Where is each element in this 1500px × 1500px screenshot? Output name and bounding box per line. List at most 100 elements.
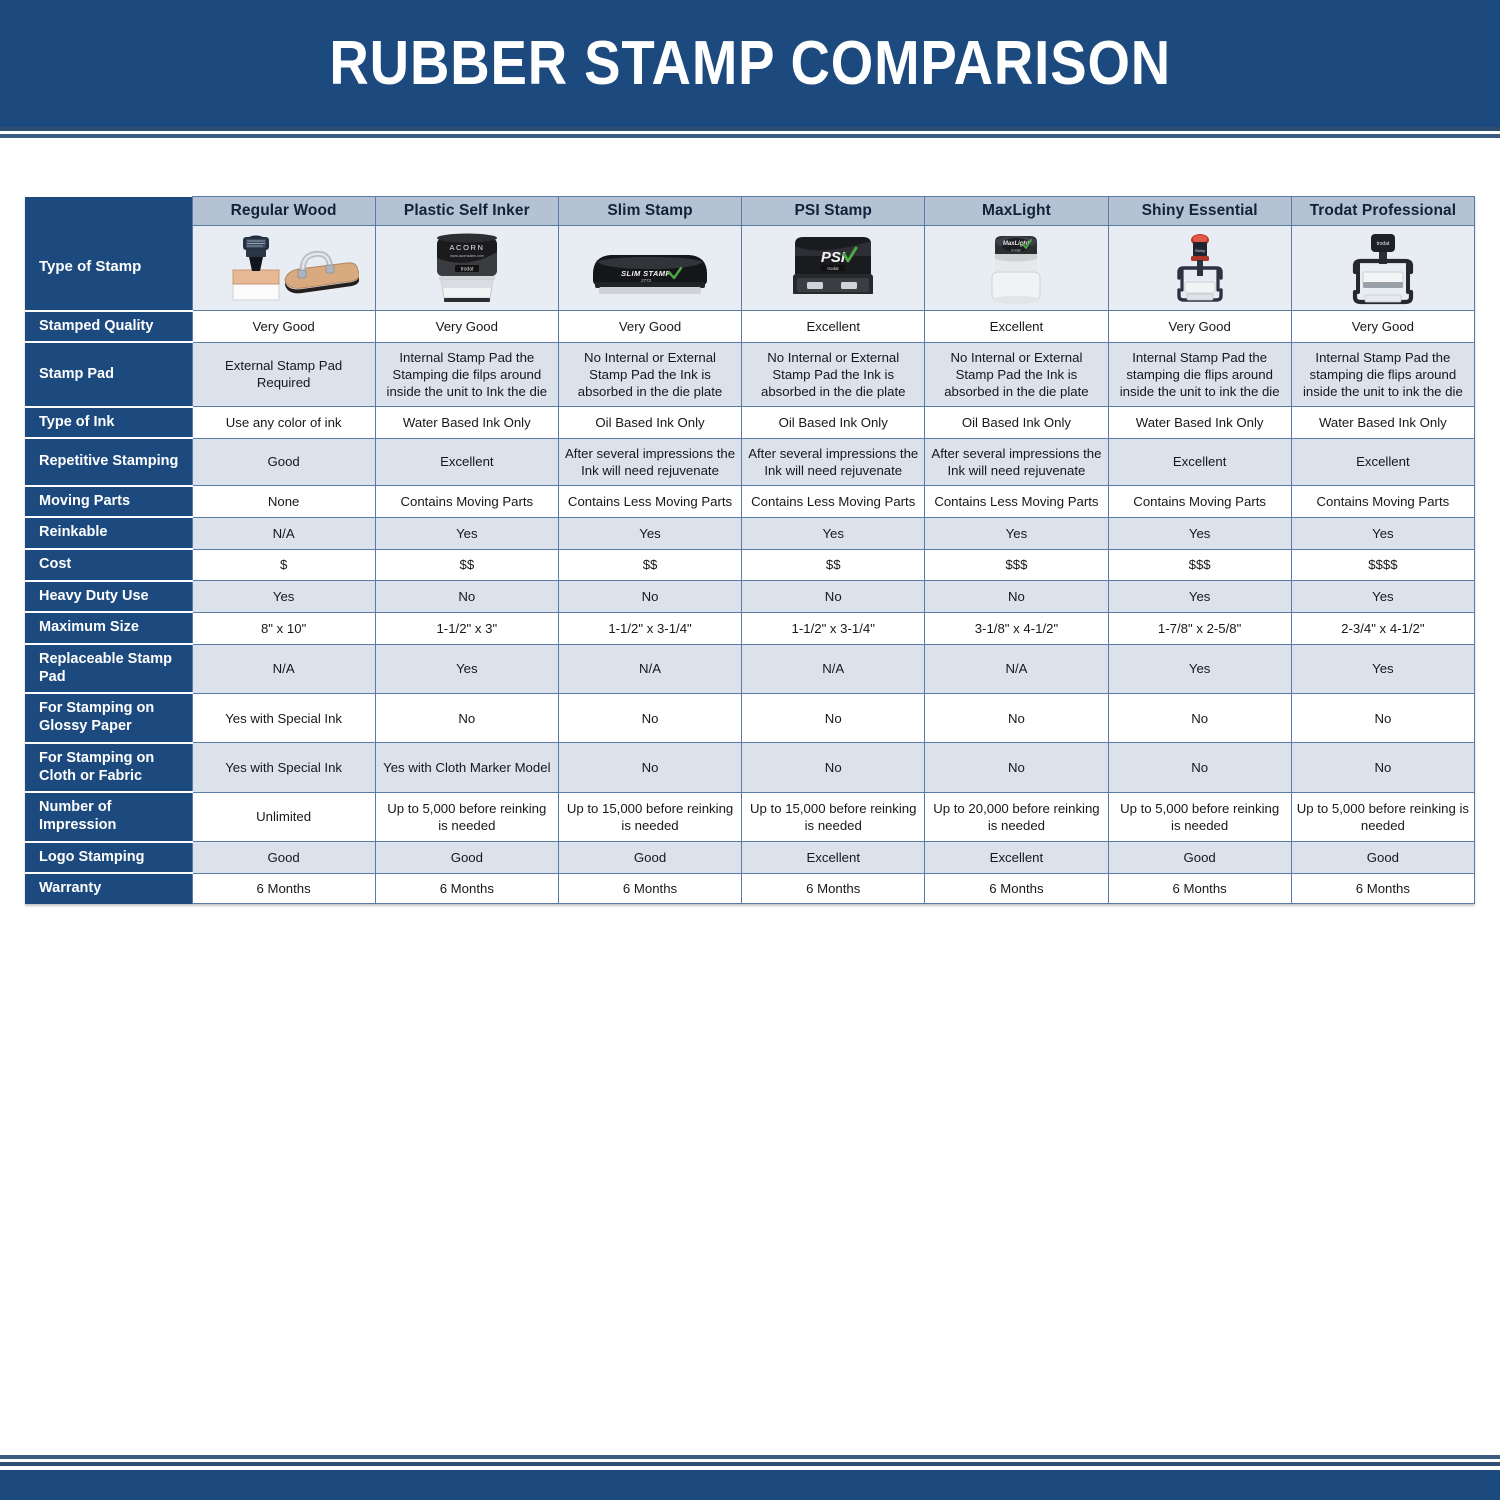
table-cell: N/A [191,516,376,550]
row-label-heavy-duty-use: Heavy Duty Use [25,579,193,613]
table-cell: After several impressions the Ink will n… [557,437,743,487]
row-label-stamp-pad: Stamp Pad [25,341,193,407]
stamp-image-cell: trodat [1290,225,1476,311]
table-cell: $ [191,548,376,582]
table-cell: Yes [1290,516,1476,550]
table-cell: No Internal or External Stamp Pad the In… [557,341,743,408]
table-cell: Yes [557,516,743,550]
table-cell: Up to 20,000 before reinking is needed [924,791,1109,843]
table-cell: Good [191,841,376,874]
row-label-number-of-impression: Number of Impression [25,791,193,842]
column-header-maxlight: MaxLight [924,196,1109,226]
table-cell: 1-1/2" x 3-1/4" [557,611,743,645]
table-cell: 8" x 10" [191,611,376,645]
column-header-row: Regular Wood Plastic Self Inker Slim Sta… [25,196,1476,226]
trodat-professional-stamp-image: trodat [1294,230,1472,306]
table-cell: Oil Based Ink Only [557,406,743,439]
stamp-image-cell: SLIM STAMP 2773 [557,225,743,311]
table-cell: No [924,580,1109,613]
maxlight-stamp-image: MaxLight trodat [927,230,1105,306]
column-header-slim-stamp: Slim Stamp [557,196,743,226]
table-cell: 6 Months [191,872,376,905]
table-cell: Oil Based Ink Only [741,406,926,439]
table-cell: Yes [924,516,1109,550]
row-label-type-of-ink: Type of Ink [25,405,193,439]
table-cell: Excellent [1107,437,1292,487]
table-cell: Good [374,841,559,874]
table-cell: Yes [1107,643,1292,694]
table-row: Stamp Pad External Stamp Pad Required Inte… [25,341,1476,408]
psi-stamp-image: PSI trodat [744,230,922,306]
table-cell: Very Good [1290,310,1476,343]
table-row: Warranty 6 Months 6 Months 6 Months 6 Months… [25,872,1476,905]
table-row: Number of Impression Unlimited Up to 5,000… [25,791,1476,843]
table-cell: Up to 15,000 before reinking is needed [557,791,743,843]
banner-divider-mid [0,131,1500,134]
table-row: Type of Stamp [25,225,1476,311]
table-cell: None [191,485,376,518]
row-label-repetitive-stamping: Repetitive Stamping [25,437,193,486]
row-label-for-stamping-on-cloth-or-fabric: For Stamping on Cloth or Fabric [25,741,193,793]
table-cell: No [1107,692,1292,744]
table-row: Logo Stamping Good Good Good Excellent Excell… [25,840,1476,874]
table-cell: No [741,692,926,744]
svg-text:MaxLight: MaxLight [1003,241,1030,247]
table-cell: Yes with Cloth Marker Model [374,742,559,793]
column-header-plastic-self-inker: Plastic Self Inker [374,196,559,226]
table-cell: Up to 15,000 before reinking is needed [741,791,926,843]
table-row: Stamped Quality Very Good Very Good Very Go… [25,309,1476,343]
table-row: Reinkable N/A Yes Yes Yes Yes Yes Yes [25,516,1476,550]
table-cell: Yes [1290,643,1476,694]
table-cell: Excellent [924,841,1109,874]
table-cell: 6 Months [741,872,926,905]
table-cell: Unlimited [191,791,376,843]
row-label-warranty: Warranty [25,872,193,904]
table-cell: 6 Months [557,872,743,905]
footer-divider-top [0,1455,1500,1459]
maxlight-stamp-image: MaxLight trodat [991,236,1041,304]
table-cell: N/A [557,643,743,694]
table-cell: Contains Moving Parts [374,485,559,518]
table-cell: Good [1290,841,1476,874]
table-row: Replaceable Stamp Pad N/A Yes N/A N/A N/A Yes Y… [25,643,1476,694]
regular-wood-stamp-image [232,235,359,301]
stamp-image-cell [191,225,376,311]
psi-stamp-image: PSI trodat [791,237,876,300]
table-cell: Up to 5,000 before reinking is needed [1107,791,1292,843]
table-header: Regular Wood Plastic Self Inker Slim Sta… [25,196,1476,226]
row-label-for-stamping-on-glossy-paper: For Stamping on Glossy Paper [25,692,193,743]
table-cell: No [1107,742,1292,793]
table-cell: No [557,742,743,793]
table-cell: $$ [741,548,926,582]
plastic-self-inker-stamp-image: ACORN www.acornsales.com trodat [378,230,556,306]
svg-text:PSI: PSI [821,249,846,266]
svg-text:www.acornsales.com: www.acornsales.com [450,254,484,258]
column-header-shiny-essential: Shiny Essential [1107,196,1292,226]
table-cell: No [741,580,926,613]
table-cell: 6 Months [1107,872,1292,905]
table-cell: Internal Stamp Pad the Stamping die filp… [374,341,559,408]
table-cell: Yes [1290,580,1476,613]
table-cell: Yes [1107,516,1292,550]
footer-divider-bottom [0,1462,1500,1466]
table-cell: After several impressions the Ink will n… [924,437,1109,487]
table-cell: N/A [191,643,376,694]
table-cell: No [557,580,743,613]
table-cell: Internal Stamp Pad the stamping die flip… [1290,341,1476,408]
table-cell: $$$$ [1290,548,1476,582]
page-title: RUBBER STAMP COMPARISON [329,29,1171,98]
table-row: For Stamping on Glossy Paper Yes with Spe… [25,692,1476,744]
table-cell: After several impressions the Ink will n… [741,437,926,487]
row-label-reinkable: Reinkable [25,516,193,550]
table-cell: No [1290,692,1476,744]
table-cell: Excellent [924,310,1109,343]
shiny-essential-stamp-image: Shiny [1111,230,1289,306]
svg-text:Shiny: Shiny [1195,248,1205,253]
table-cell: Yes [741,516,926,550]
shiny-essential-stamp-image: Shiny [1176,234,1223,302]
table-cell: Contains Less Moving Parts [741,485,926,518]
table-cell: Up to 5,000 before reinking is needed [374,791,559,843]
table-body: Type of Stamp [25,225,1476,905]
table-cell: No [741,742,926,793]
